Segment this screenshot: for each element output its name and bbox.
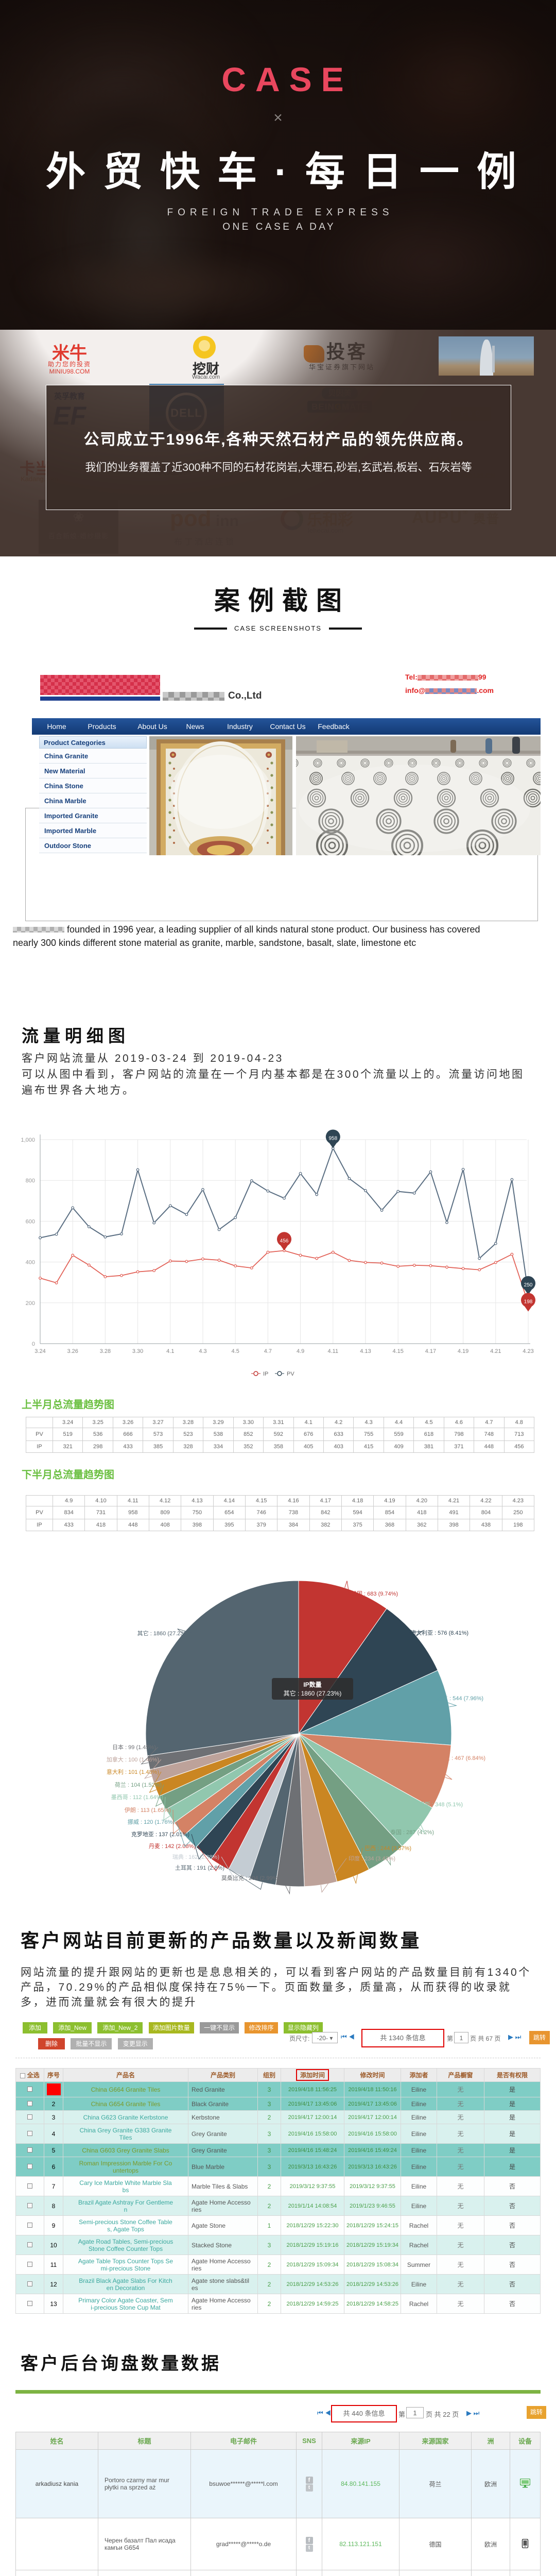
svg-text:罗马尼亚 : 467 (6.84%): 罗马尼亚 : 467 (6.84%) [427, 1755, 485, 1761]
svg-text:莫桑比克 : 204 (2.99%): 莫桑比克 : 204 (2.99%) [221, 1875, 280, 1882]
svg-text:4.11: 4.11 [328, 1348, 339, 1354]
svg-text:俄罗斯 : 348 (5.1%): 俄罗斯 : 348 (5.1%) [413, 1801, 463, 1808]
svg-text:4.3: 4.3 [199, 1348, 206, 1354]
svg-text:挪威 : 120 (1.76%): 挪威 : 120 (1.76%) [128, 1818, 175, 1825]
svg-text:198: 198 [524, 1299, 533, 1305]
svg-text:加拿大 : 100 (1.46%): 加拿大 : 100 (1.46%) [107, 1756, 159, 1763]
svg-text:4.13: 4.13 [360, 1348, 371, 1354]
svg-text:1,000: 1,000 [21, 1137, 35, 1143]
svg-text:克罗地亚 : 137 (2.01%): 克罗地亚 : 137 (2.01%) [131, 1831, 189, 1838]
svg-text:4.5: 4.5 [232, 1348, 239, 1354]
svg-text:250: 250 [524, 1282, 533, 1288]
svg-text:200: 200 [26, 1300, 35, 1307]
svg-text:800: 800 [26, 1178, 35, 1184]
svg-text:3.28: 3.28 [100, 1348, 111, 1354]
svg-text:其它 : 1860 (27.23%): 其它 : 1860 (27.23%) [284, 1689, 342, 1697]
svg-text:印度 : 234 (3.43%): 印度 : 234 (3.43%) [349, 1855, 395, 1862]
svg-text:波兰 : 544 (7.96%): 波兰 : 544 (7.96%) [437, 1695, 483, 1702]
svg-text:意大利 : 101 (1.48%): 意大利 : 101 (1.48%) [107, 1768, 159, 1775]
svg-text:3.26: 3.26 [67, 1348, 78, 1354]
svg-text:4.1: 4.1 [166, 1348, 174, 1354]
svg-text:瑞典 : 162 (2.38%): 瑞典 : 162 (2.38%) [172, 1853, 219, 1860]
svg-text:4.15: 4.15 [392, 1348, 403, 1354]
svg-text:4.19: 4.19 [458, 1348, 468, 1354]
svg-text:4.23: 4.23 [523, 1348, 533, 1354]
svg-text:4.17: 4.17 [425, 1348, 436, 1354]
svg-text:0: 0 [32, 1341, 35, 1347]
svg-text:IP: IP [263, 1371, 268, 1377]
svg-text:400: 400 [26, 1260, 35, 1266]
svg-text:4.9: 4.9 [297, 1348, 304, 1354]
svg-text:日本 : 99 (1.45%): 日本 : 99 (1.45%) [112, 1743, 156, 1751]
svg-text:456: 456 [280, 1238, 289, 1244]
svg-text:土耳其 : 191 (2.8%): 土耳其 : 191 (2.8%) [175, 1865, 224, 1871]
svg-text:伊朗 : 113 (1.65%): 伊朗 : 113 (1.65%) [125, 1807, 171, 1814]
svg-text:958: 958 [328, 1136, 337, 1142]
svg-text:PV: PV [287, 1371, 294, 1377]
svg-text:美国 : 683 (9.74%): 美国 : 683 (9.74%) [351, 1590, 398, 1597]
svg-text:4.21: 4.21 [490, 1348, 501, 1354]
svg-text:600: 600 [26, 1218, 35, 1225]
svg-text:荷兰 : 104 (1.52%): 荷兰 : 104 (1.52%) [115, 1782, 162, 1788]
svg-text:墨西哥 : 112 (1.64%): 墨西哥 : 112 (1.64%) [111, 1794, 163, 1801]
svg-text:3.30: 3.30 [132, 1348, 143, 1354]
svg-text:4.7: 4.7 [264, 1348, 272, 1354]
svg-text:澳大利亚 : 576 (8.41%): 澳大利亚 : 576 (8.41%) [410, 1629, 468, 1636]
svg-text:巴西 : 244 (3.57%): 巴西 : 244 (3.57%) [364, 1845, 411, 1852]
svg-text:泰国 : 287 (4.2%): 泰国 : 287 (4.2%) [390, 1828, 434, 1836]
svg-text:3.24: 3.24 [34, 1348, 45, 1354]
svg-text:IP数量: IP数量 [303, 1681, 321, 1688]
svg-text:丹麦 : 142 (2.08%): 丹麦 : 142 (2.08%) [149, 1843, 196, 1850]
svg-text:其它 : 1860 (27.23%): 其它 : 1860 (27.23%) [137, 1630, 190, 1637]
